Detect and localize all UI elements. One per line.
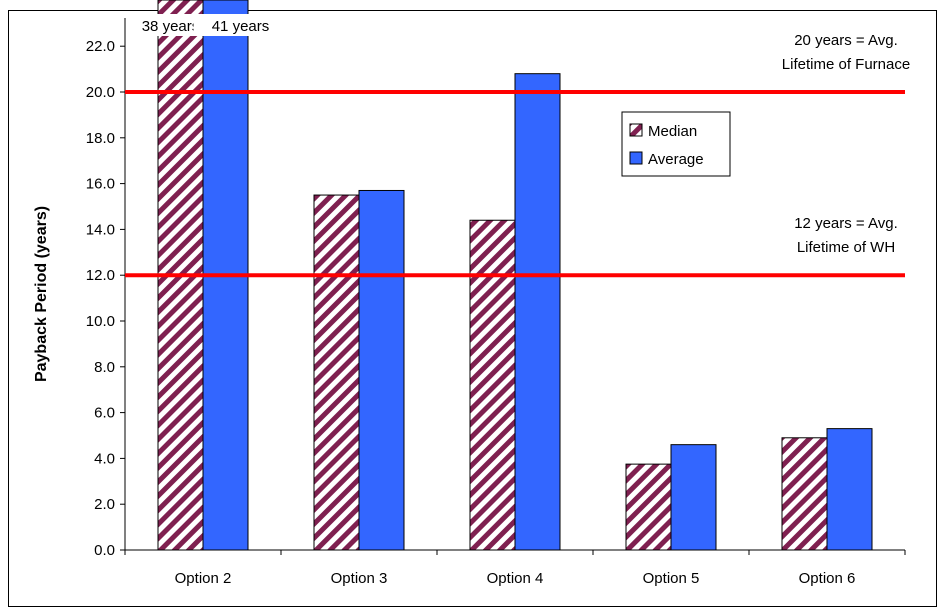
- reference-label-line1: 12 years = Avg.: [794, 215, 898, 232]
- x-tick-label: Option 3: [331, 570, 388, 587]
- y-tick-label: 18.0: [86, 130, 115, 147]
- x-tick-label: Option 2: [175, 570, 232, 587]
- bar-median-option-4: [469, 219, 516, 551]
- x-tick-label: Option 6: [799, 570, 856, 587]
- x-tick-label: Option 5: [643, 570, 700, 587]
- bar-median-option-6: [781, 437, 828, 551]
- overflow-label-bg: [193, 14, 258, 36]
- bar-median-option-3: [313, 194, 360, 551]
- y-tick-label: 16.0: [86, 176, 115, 193]
- x-tick-label: Option 4: [487, 570, 544, 587]
- bar-average-option-4: [514, 73, 561, 551]
- bar-average-option-3: [358, 189, 405, 551]
- reference-label-line2: Lifetime of Furnace: [782, 56, 910, 73]
- y-tick-label: 2.0: [94, 496, 115, 513]
- y-tick-label: 4.0: [94, 450, 115, 467]
- y-tick-label: 0.0: [94, 542, 115, 559]
- legend-label-average: Average: [648, 151, 704, 168]
- axes: 0.0 2.0 4.0 6.0 8.0 10.0 12.0 14.0 16.0 18.0 20.0 2…: [33, 18, 906, 587]
- reference-lines: 20 years = Avg. Lifetime of Furnace 12 yea…: [125, 32, 910, 278]
- reference-label-line2: Lifetime of WH: [797, 239, 895, 256]
- reference-label-line1: 20 years = Avg.: [794, 32, 898, 49]
- legend[interactable]: Median Average: [621, 111, 731, 177]
- y-tick-label: 12.0: [86, 267, 115, 284]
- y-tick-label: 10.0: [86, 313, 115, 330]
- bar-median-option-5: [625, 463, 672, 551]
- y-axis-label: Payback Period (years): [33, 206, 50, 382]
- legend-box: [621, 111, 731, 177]
- y-tick-label: 20.0: [86, 84, 115, 101]
- y-tick-label: 8.0: [94, 359, 115, 376]
- overflow-label: 41 years: [212, 18, 270, 35]
- bar-average-option-6: [826, 428, 873, 551]
- legend-swatch-average: [629, 151, 643, 165]
- bar-average-option-5: [670, 444, 717, 551]
- legend-swatch-median: [629, 123, 643, 137]
- y-tick-label: 14.0: [86, 221, 115, 238]
- y-tick-label: 6.0: [94, 405, 115, 422]
- legend-label-median: Median: [648, 123, 697, 140]
- y-tick-label: 22.0: [86, 38, 115, 55]
- overflow-label: 38 years: [142, 18, 200, 35]
